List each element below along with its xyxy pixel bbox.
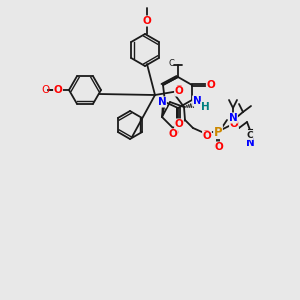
Text: O: O [175,85,183,95]
Text: O: O [230,119,238,129]
Text: O: O [207,80,215,90]
Text: H: H [201,102,209,112]
Text: P: P [214,125,222,139]
Text: P: P [214,125,222,139]
Text: O: O [169,128,178,138]
Text: O: O [142,16,152,26]
Text: O: O [207,80,215,90]
Text: H: H [201,102,209,112]
Text: O: O [169,129,177,139]
Text: N: N [246,138,254,148]
Text: O: O [202,131,211,141]
Text: N: N [246,138,254,148]
Text: O: O [142,16,152,26]
Text: O: O [214,142,224,152]
Text: O: O [41,85,49,95]
Text: O: O [174,119,182,129]
Text: N: N [193,96,201,106]
Text: O: O [175,86,183,96]
Text: C: C [168,58,174,68]
Text: N: N [157,99,165,109]
Text: O: O [202,130,210,140]
Text: O: O [175,119,183,129]
Polygon shape [162,100,165,117]
Text: O: O [214,142,222,152]
Text: N: N [229,113,237,123]
Text: O: O [54,85,62,95]
Text: C: C [247,130,253,140]
Text: N: N [158,97,166,107]
Text: O: O [54,85,62,95]
Text: C: C [247,130,253,140]
Text: N: N [229,113,237,123]
Text: O: O [230,119,238,129]
Text: N: N [192,98,200,108]
